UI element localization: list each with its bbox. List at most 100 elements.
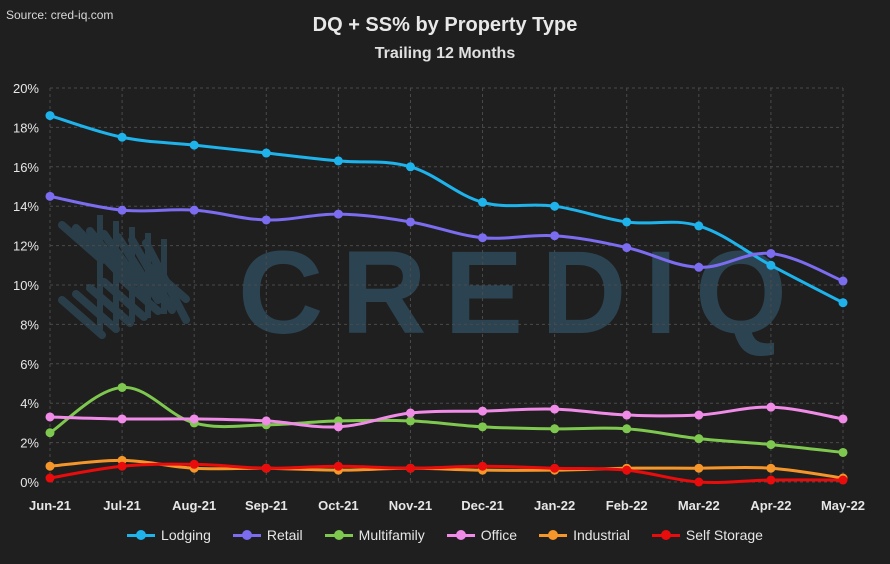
- series-line-office: [49, 405, 844, 429]
- data-point-retail: [261, 215, 271, 225]
- legend-label: Self Storage: [685, 527, 763, 543]
- data-point-self-storage: [766, 475, 776, 485]
- watermark-stroke: [72, 224, 120, 274]
- series-office: [45, 402, 848, 432]
- series-industrial: [45, 455, 848, 483]
- x-tick-label: May-22: [821, 498, 865, 513]
- data-point-multifamily: [838, 447, 848, 457]
- data-point-multifamily: [550, 424, 560, 434]
- data-point-self-storage: [405, 463, 415, 473]
- data-point-self-storage: [694, 477, 704, 487]
- chart-axes: 0% 2% 4% 6% 8% 10% 12% 14% 16% 18% 20% Jun-21 Jul-21…: [13, 81, 865, 513]
- y-tick-label: 0%: [20, 475, 39, 490]
- y-tick-label: 4%: [20, 396, 39, 411]
- chart-legend: Lodging Retail Multifamily Office Industrial…: [0, 527, 890, 543]
- data-point-retail: [622, 243, 632, 253]
- series-line-industrial: [49, 458, 844, 480]
- legend-item-self-storage: Self Storage: [651, 527, 763, 543]
- data-point-multifamily: [622, 424, 632, 434]
- x-tick-label: Nov-21: [389, 498, 432, 513]
- data-point-office: [117, 414, 127, 424]
- data-point-multifamily: [766, 440, 776, 450]
- watermark-stroke: [72, 290, 120, 333]
- series-line-self-storage: [49, 462, 844, 485]
- data-point-lodging: [261, 148, 271, 158]
- data-point-lodging: [766, 260, 776, 270]
- data-point-office: [550, 404, 560, 414]
- legend-swatch: [324, 530, 353, 540]
- y-tick-label: 12%: [13, 239, 39, 254]
- watermark-stroke: [114, 233, 162, 304]
- x-tick-label: Jun-21: [29, 498, 71, 513]
- x-tick-label: Jul-21: [103, 498, 141, 513]
- data-point-office: [622, 410, 632, 420]
- watermark-stroke: [142, 260, 190, 303]
- data-point-retail: [694, 262, 704, 272]
- legend-label: Lodging: [161, 527, 211, 543]
- watermark-stroke: [100, 230, 148, 294]
- data-point-lodging: [694, 221, 704, 231]
- watermark-stroke: [58, 296, 106, 339]
- x-tick-label: Jan-22: [534, 498, 575, 513]
- data-point-lodging: [478, 197, 488, 207]
- y-tick-label: 18%: [13, 120, 39, 135]
- x-tick-label: Oct-21: [318, 498, 358, 513]
- data-point-multifamily: [45, 428, 55, 438]
- data-point-office: [478, 406, 488, 416]
- data-point-multifamily: [694, 434, 704, 444]
- legend-item-multifamily: Multifamily: [324, 527, 425, 543]
- watermark-stroke: [142, 239, 190, 324]
- data-point-retail: [550, 231, 560, 241]
- data-point-multifamily: [117, 382, 127, 392]
- watermark-logo-mark: [58, 215, 190, 339]
- data-point-industrial: [766, 463, 776, 473]
- crediq-watermark: CREDIQ: [58, 215, 787, 359]
- data-point-industrial: [694, 463, 704, 473]
- data-point-office: [261, 416, 271, 426]
- data-point-self-storage: [189, 459, 199, 469]
- data-point-self-storage: [261, 463, 271, 473]
- legend-swatch: [232, 530, 261, 540]
- data-point-office: [189, 414, 199, 424]
- data-point-office: [333, 422, 343, 432]
- watermark-stroke: [86, 284, 134, 327]
- x-tick-label: Dec-21: [461, 498, 504, 513]
- data-point-self-storage: [333, 461, 343, 471]
- data-point-multifamily: [405, 416, 415, 426]
- legend-swatch: [651, 530, 680, 540]
- y-tick-label: 14%: [13, 199, 39, 214]
- data-point-office: [766, 402, 776, 412]
- legend-item-retail: Retail: [232, 527, 303, 543]
- data-point-industrial: [45, 461, 55, 471]
- y-tick-label: 16%: [13, 160, 39, 175]
- legend-label: Retail: [266, 527, 303, 543]
- data-point-multifamily: [478, 422, 488, 432]
- y-tick-label: 10%: [13, 278, 39, 293]
- data-point-lodging: [622, 217, 632, 227]
- watermark-stroke: [128, 236, 176, 314]
- data-point-lodging: [45, 111, 55, 121]
- x-tick-label: Aug-21: [172, 498, 216, 513]
- x-tick-label: Mar-22: [678, 498, 720, 513]
- data-point-self-storage: [838, 475, 848, 485]
- series-lodging: [45, 111, 848, 308]
- data-point-office: [45, 412, 55, 422]
- watermark-stroke: [100, 278, 148, 321]
- data-point-self-storage: [117, 461, 127, 471]
- data-point-self-storage: [550, 463, 560, 473]
- y-tick-label: 20%: [13, 81, 39, 96]
- watermark-stroke: [58, 221, 106, 264]
- chart-title: DQ + SS% by Property Type: [312, 14, 578, 36]
- data-point-office: [694, 410, 704, 420]
- data-point-self-storage: [45, 473, 55, 483]
- data-point-office: [405, 408, 415, 418]
- series-self-storage: [45, 459, 848, 487]
- legend-item-industrial: Industrial: [539, 527, 630, 543]
- x-tick-label: Apr-22: [750, 498, 791, 513]
- data-point-retail: [405, 217, 415, 227]
- source-note: Source: cred-iq.com: [6, 8, 114, 22]
- data-point-retail: [117, 205, 127, 215]
- chart-series: [45, 111, 848, 487]
- data-point-lodging: [117, 132, 127, 142]
